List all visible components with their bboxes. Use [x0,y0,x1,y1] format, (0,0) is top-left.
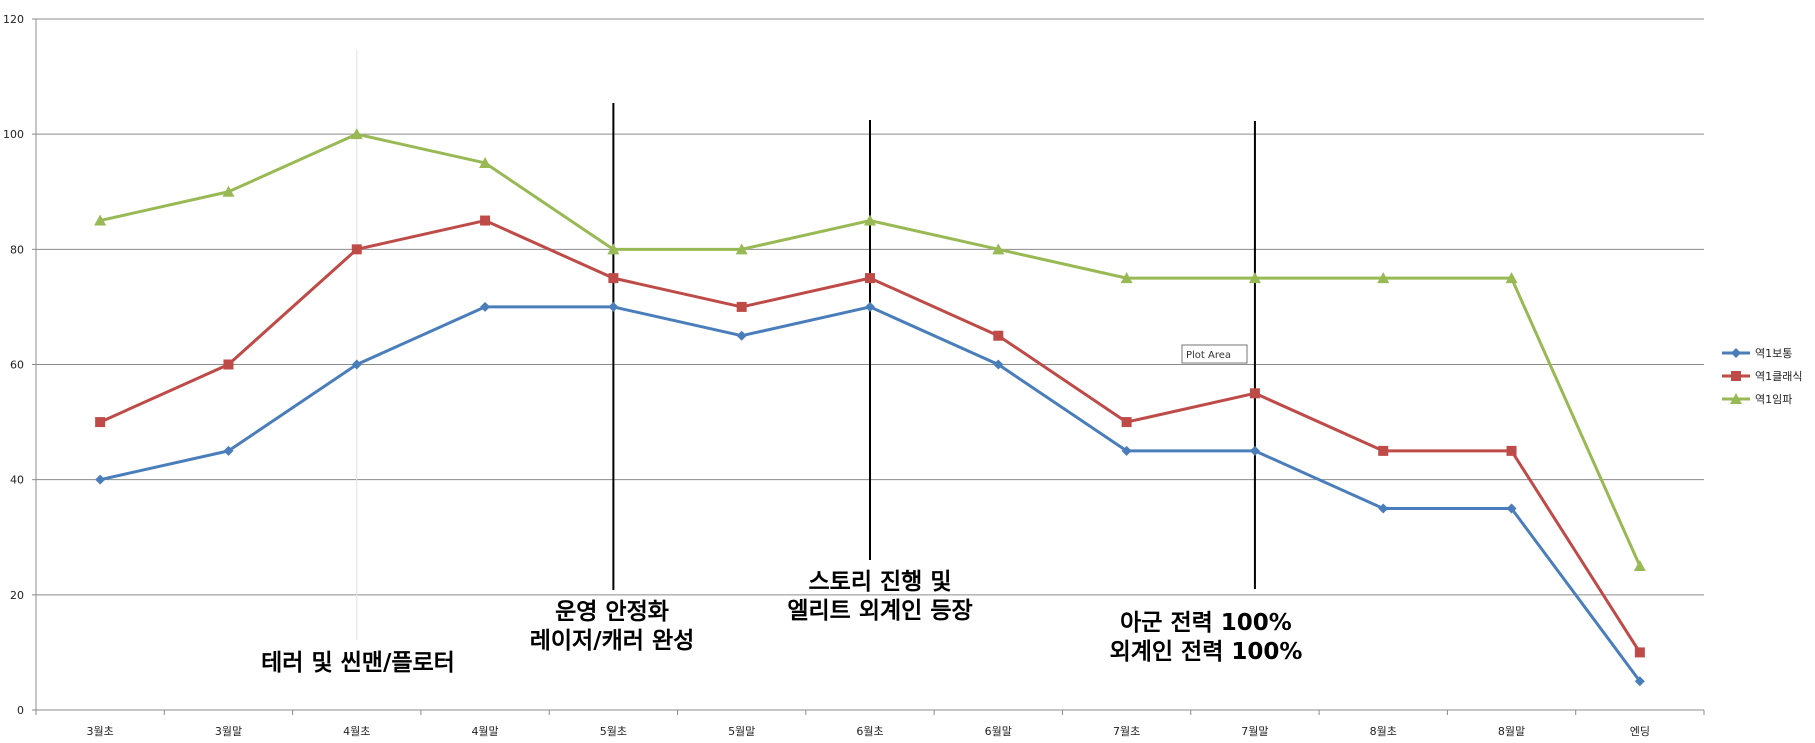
data-point-diamond [95,474,106,485]
data-point-diamond [736,330,747,341]
annotation-text: 스토리 진행 및 [809,569,952,595]
data-point-triangle [735,243,748,255]
data-point-triangle [607,243,620,255]
tooltip-text: Plot Area [1186,350,1231,361]
annotation-text: 테러 및 씬맨/플로터 [261,650,455,676]
data-point-diamond [351,359,362,370]
legend-marker-square [1731,371,1741,381]
x-tick-label: 6월초 [856,725,883,738]
legend-item-3[interactable]: 역1임파 [1722,393,1792,406]
y-tick-label: 0 [17,704,24,717]
data-point-diamond [1506,503,1517,514]
annotation-text: 운영 안정화 [555,599,669,625]
x-tick-label: 3월초 [87,725,114,738]
x-tick-label: 8월초 [1370,725,1397,738]
annotation-text: 외계인 전력 100% [1110,639,1303,665]
data-point-square [1634,647,1645,658]
data-point-square [1506,445,1517,456]
axes [32,18,1705,715]
legend-label: 역1클래식 [1755,370,1802,383]
x-tick-label: 엔딩 [1630,725,1650,738]
series-group [94,128,1646,687]
data-point-square [608,273,619,284]
x-tick-label: 7월초 [1113,725,1140,738]
data-point-square [1249,388,1260,399]
data-point-diamond [608,301,619,312]
data-point-triangle [94,214,107,226]
legend-item-1[interactable]: 역1보통 [1722,347,1792,360]
y-tick-label: 40 [10,474,24,487]
legend-label: 역1임파 [1755,393,1792,406]
x-tick-label: 5월초 [600,725,627,738]
data-point-triangle [1248,272,1261,284]
plot-area-tooltip: Plot Area [1181,344,1248,364]
data-point-triangle [992,243,1005,255]
tooltip-box [1181,344,1248,364]
data-point-diamond [1634,676,1645,687]
annotation-text: 엘리트 외계인 등장 [787,598,972,624]
data-point-diamond [1121,445,1132,456]
data-point-diamond [1249,445,1260,456]
legend-marker-diamond [1731,348,1741,358]
data-point-square [993,330,1004,341]
data-point-triangle [1633,560,1646,572]
x-tick-label: 4월초 [343,725,370,738]
data-point-triangle [222,185,235,197]
y-tick-label: 80 [10,243,24,256]
data-point-diamond [1378,503,1389,514]
x-tick-labels: 3월초 3월말 4월초 4월말 5월초 5월말 6월초 6월말 7월초 7월말 8월초 8월말 엔딩 [87,725,1650,738]
y-tick-label: 20 [10,589,24,602]
y-tick-labels: 0 20 40 60 80 100 120 [3,13,24,717]
x-tick-label: 6월말 [985,725,1012,738]
x-tick-label: 7월말 [1241,725,1268,738]
y-tick-label: 120 [3,13,24,26]
data-point-square [1378,445,1389,456]
annotation-text: 레이저/캐러 완성 [530,628,695,654]
data-point-triangle [479,156,492,168]
data-point-triangle [1505,272,1518,284]
data-point-diamond [993,359,1004,370]
annotation-lines [356,50,1256,640]
x-tick-label: 3월말 [215,725,242,738]
data-point-square [736,301,747,312]
data-point-triangle [864,214,876,226]
legend-marker-triangle [1730,393,1742,404]
data-point-square [1121,417,1132,428]
data-point-square [480,215,491,226]
data-point-diamond [865,301,875,312]
x-tick-label: 8월말 [1498,725,1525,738]
legend-label: 역1보통 [1755,347,1792,360]
data-point-diamond [223,445,234,456]
legend-item-2[interactable]: 역1클래식 [1722,370,1802,383]
data-point-square [865,273,875,284]
y-tick-label: 100 [3,128,24,141]
data-point-diamond [480,301,491,312]
data-point-triangle [350,128,363,140]
annotation-text: 아군 전력 100% [1120,610,1292,636]
data-point-triangle [1377,272,1390,284]
data-point-square [95,417,106,428]
data-point-square [223,359,234,370]
data-point-square [351,244,362,255]
y-tick-label: 60 [10,359,24,372]
x-tick-label: 4월말 [471,725,498,738]
data-point-triangle [1120,272,1133,284]
x-tick-label: 5월말 [728,725,755,738]
